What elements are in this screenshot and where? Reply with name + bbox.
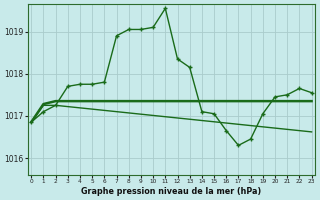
X-axis label: Graphe pression niveau de la mer (hPa): Graphe pression niveau de la mer (hPa) [81,187,261,196]
